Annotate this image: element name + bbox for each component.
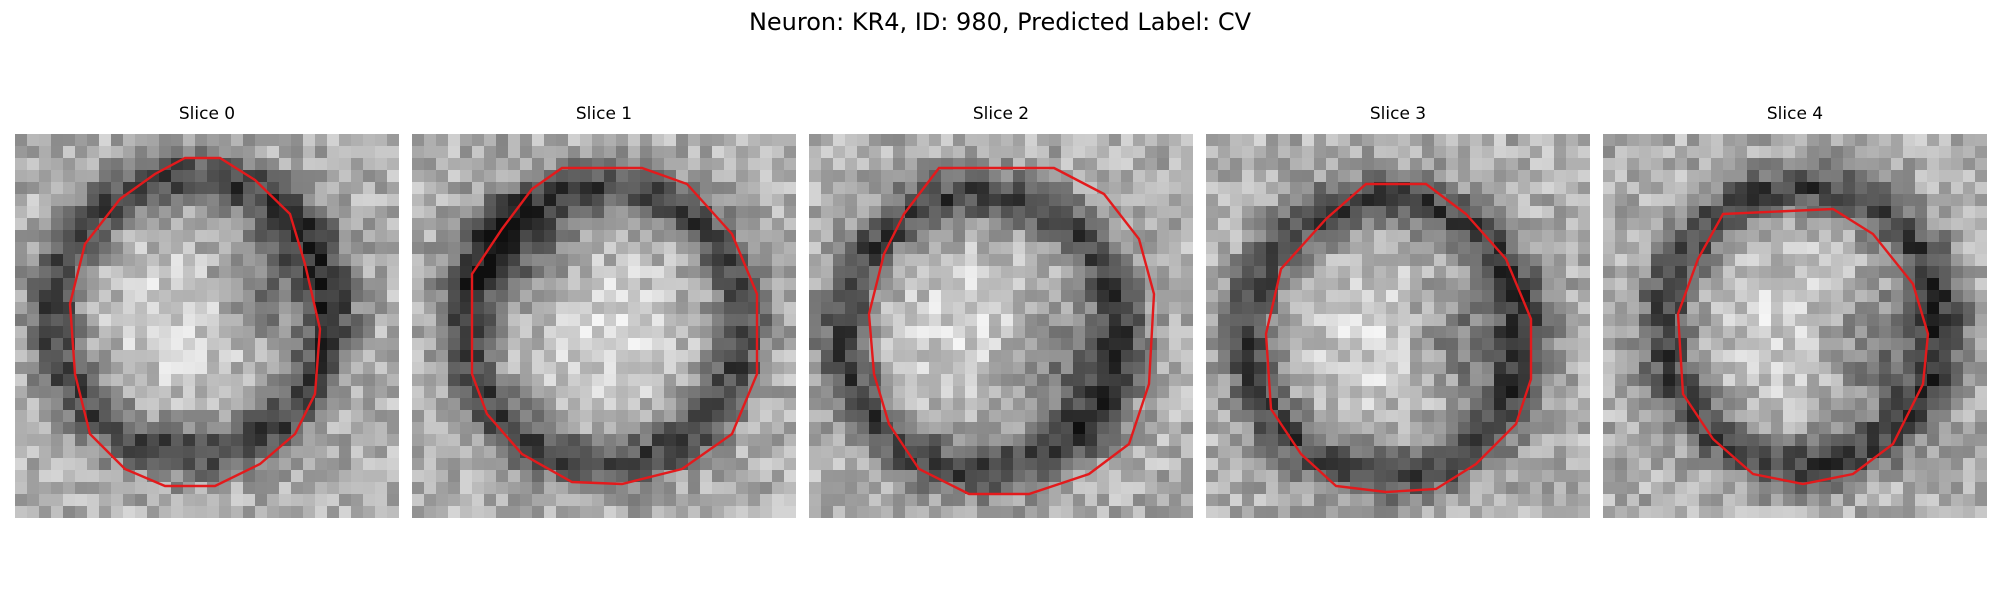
slice-title-3: Slice 3: [1369, 104, 1427, 124]
slice-image-2: [809, 134, 1193, 518]
slice-image-0: [15, 134, 399, 518]
contour-outline: [68, 156, 322, 488]
contour-outline: [867, 166, 1156, 496]
slice-image-1: [412, 134, 796, 518]
slice-title-2: Slice 2: [972, 104, 1030, 124]
slice-title-1: Slice 1: [575, 104, 633, 124]
slice-image-4: [1603, 134, 1987, 518]
slice-title-0: Slice 0: [178, 104, 236, 124]
contour-outline: [1676, 207, 1930, 486]
slice-image-3: [1206, 134, 1590, 518]
figure-title: Neuron: KR4, ID: 980, Predicted Label: C…: [748, 8, 1252, 36]
slice-title-4: Slice 4: [1766, 104, 1824, 124]
contour-outline: [1264, 182, 1533, 494]
contour-outline: [470, 166, 759, 486]
